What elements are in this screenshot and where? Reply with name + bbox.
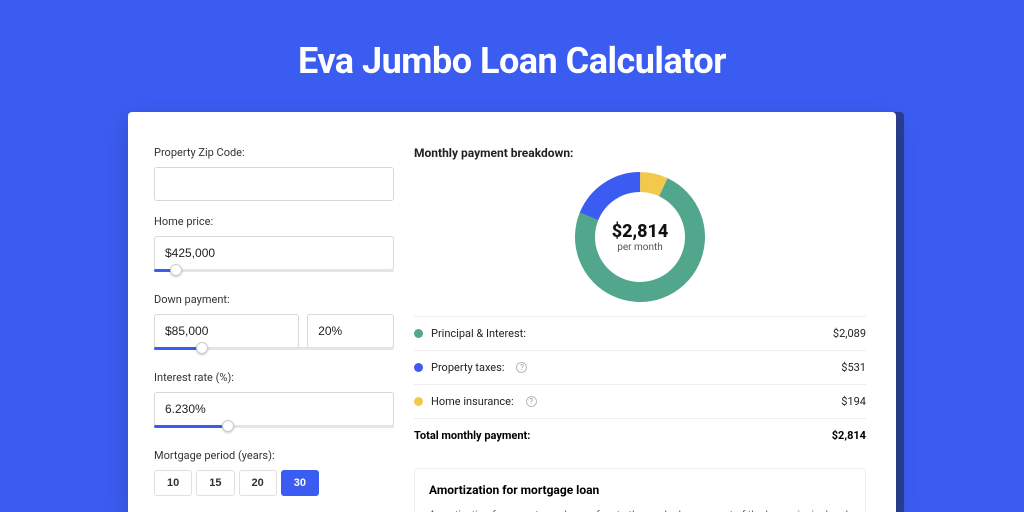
total-amount: $2,814 bbox=[832, 429, 866, 442]
zip-label: Property Zip Code: bbox=[154, 146, 394, 159]
period-option-30[interactable]: 30 bbox=[281, 470, 319, 496]
info-icon[interactable]: ? bbox=[526, 396, 537, 407]
page-title: Eva Jumbo Loan Calculator bbox=[0, 0, 1024, 112]
down-payment-field: Down payment: bbox=[154, 293, 394, 357]
interest-rate-slider[interactable] bbox=[154, 425, 394, 435]
donut-chart-wrap: $2,814 per month bbox=[414, 172, 866, 302]
breakdown-amount: $194 bbox=[841, 395, 866, 408]
down-payment-pct-input[interactable] bbox=[307, 314, 394, 348]
breakdown-line: Property taxes:? $531 bbox=[414, 350, 866, 384]
legend-dot-icon bbox=[414, 329, 423, 338]
donut-chart: $2,814 per month bbox=[575, 172, 705, 302]
period-options: 10152030 bbox=[154, 470, 394, 496]
amortization-title: Amortization for mortgage loan bbox=[429, 483, 851, 497]
donut-center: $2,814 per month bbox=[612, 221, 669, 253]
donut-amount: $2,814 bbox=[612, 221, 669, 242]
down-payment-input[interactable] bbox=[154, 314, 299, 348]
interest-rate-field: Interest rate (%): bbox=[154, 371, 394, 435]
breakdown-label: Home insurance: bbox=[431, 395, 514, 408]
breakdown-line: Home insurance:? $194 bbox=[414, 384, 866, 418]
form-panel: Property Zip Code: Home price: Down paym… bbox=[154, 146, 394, 512]
home-price-label: Home price: bbox=[154, 215, 394, 228]
zip-field: Property Zip Code: bbox=[154, 146, 394, 201]
breakdown-label: Property taxes: bbox=[431, 361, 504, 374]
period-option-10[interactable]: 10 bbox=[154, 470, 192, 496]
breakdown-total-row: Total monthly payment: $2,814 bbox=[414, 418, 866, 452]
interest-rate-label: Interest rate (%): bbox=[154, 371, 394, 384]
down-payment-slider[interactable] bbox=[154, 347, 394, 357]
breakdown-title: Monthly payment breakdown: bbox=[414, 146, 866, 160]
breakdown-line: Principal & Interest: $2,089 bbox=[414, 316, 866, 350]
breakdown-amount: $531 bbox=[841, 361, 866, 374]
zip-input[interactable] bbox=[154, 167, 394, 201]
mortgage-period-label: Mortgage period (years): bbox=[154, 449, 394, 462]
info-icon[interactable]: ? bbox=[516, 362, 527, 373]
calculator-card: Property Zip Code: Home price: Down paym… bbox=[128, 112, 896, 512]
down-payment-label: Down payment: bbox=[154, 293, 394, 306]
mortgage-period-field: Mortgage period (years): 10152030 bbox=[154, 449, 394, 496]
home-price-field: Home price: bbox=[154, 215, 394, 279]
period-option-15[interactable]: 15 bbox=[196, 470, 234, 496]
amortization-body: Amortization for a mortgage loan refers … bbox=[429, 507, 851, 512]
breakdown-amount: $2,089 bbox=[833, 327, 866, 340]
legend-dot-icon bbox=[414, 363, 423, 372]
period-option-20[interactable]: 20 bbox=[239, 470, 277, 496]
legend-dot-icon bbox=[414, 397, 423, 406]
donut-sub: per month bbox=[612, 242, 669, 253]
amortization-section: Amortization for mortgage loan Amortizat… bbox=[414, 468, 866, 512]
home-price-input[interactable] bbox=[154, 236, 394, 270]
total-label: Total monthly payment: bbox=[414, 429, 530, 442]
breakdown-label: Principal & Interest: bbox=[431, 327, 526, 340]
home-price-slider[interactable] bbox=[154, 269, 394, 279]
interest-rate-input[interactable] bbox=[154, 392, 394, 426]
breakdown-panel: Monthly payment breakdown: $2,814 per mo… bbox=[414, 146, 866, 512]
